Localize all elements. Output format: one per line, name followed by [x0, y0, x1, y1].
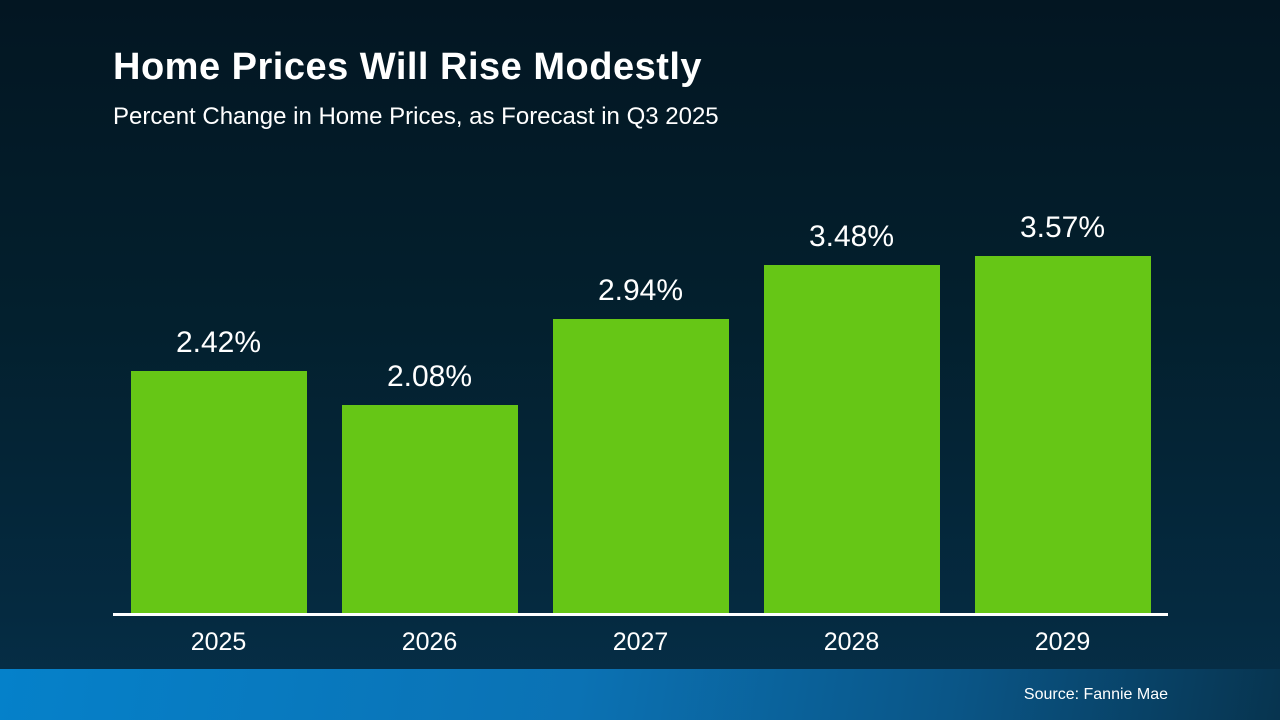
x-axis-labels: 2025 2026 2027 2028 2029: [113, 628, 1168, 657]
chart-subtitle: Percent Change in Home Prices, as Foreca…: [113, 103, 719, 130]
bar-value-label: 2.08%: [386, 360, 473, 393]
source-label: Source: Fannie Mae: [1023, 685, 1168, 703]
x-axis-tick-label: 2025: [190, 628, 247, 656]
x-axis-line: [113, 613, 1168, 616]
bar-value-label: 2.94%: [597, 274, 684, 307]
bar-chart: 2.42% 2.08% 2.94% 3.48% 3.57% 2025 2026 …: [113, 193, 1168, 657]
bar-value-label: 3.48%: [808, 220, 895, 253]
x-axis-tick-label: 2026: [401, 628, 458, 656]
bar: [341, 405, 518, 613]
bar: [552, 319, 729, 613]
bars-row: 2.42% 2.08% 2.94% 3.48% 3.57%: [113, 193, 1168, 613]
bar-column: 3.48%: [746, 220, 957, 613]
bar: [130, 371, 307, 613]
bar: [974, 256, 1151, 613]
bar-column: 3.57%: [957, 211, 1168, 613]
footer-bar: Source: Fannie Mae: [0, 669, 1280, 720]
chart-title: Home Prices Will Rise Modestly: [113, 46, 703, 88]
bar: [763, 265, 940, 613]
bar-column: 2.42%: [113, 326, 324, 613]
x-axis-tick-label: 2028: [823, 628, 880, 656]
x-axis-tick-label: 2027: [612, 628, 669, 656]
bar-column: 2.94%: [535, 274, 746, 613]
bar-value-label: 3.57%: [1019, 211, 1106, 244]
chart-header: Home Prices Will Rise Modestly Percent C…: [113, 46, 719, 131]
x-axis-tick-label: 2029: [1034, 628, 1091, 656]
bar-column: 2.08%: [324, 360, 535, 613]
bar-value-label: 2.42%: [175, 326, 262, 359]
